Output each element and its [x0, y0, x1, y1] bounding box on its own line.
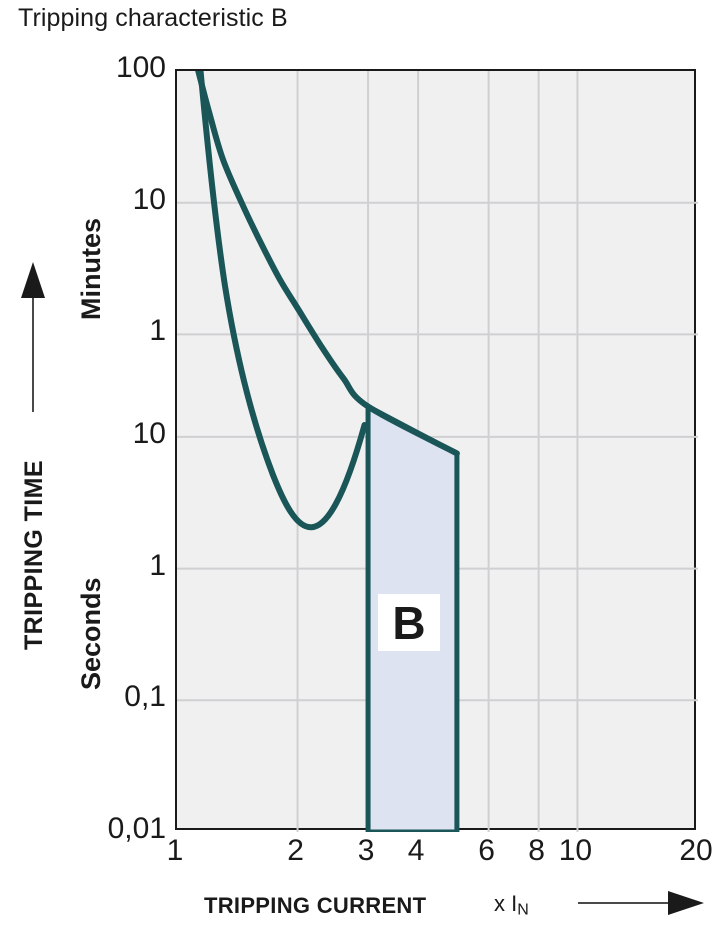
band-label-text: B	[392, 596, 426, 649]
x-tick-label: 1	[166, 834, 184, 867]
y-tick-label: 1	[149, 548, 166, 582]
y-tick-label: 0,1	[124, 680, 166, 714]
thermal-curve-path	[195, 71, 460, 457]
x-axis-unit-subscript: N	[517, 901, 529, 919]
y-axis-arrow-icon	[21, 262, 45, 412]
y-axis-ticks: 100 10 1 10 1 0,1 0,01	[0, 0, 166, 938]
x-axis-title: TRIPPING CURRENT	[204, 893, 427, 918]
chart-svg	[177, 71, 698, 832]
x-axis-arrow-icon	[578, 891, 704, 915]
chart-plot-area	[175, 69, 698, 832]
tripping-curve	[197, 71, 368, 531]
x-tick-label: 6	[478, 834, 495, 867]
x-axis-ticks: 1 2 3 4 6 8 10 20	[0, 836, 720, 882]
band-label: B	[378, 594, 440, 651]
x-axis-unit: x IN	[494, 893, 529, 919]
x-tick-label: 10	[558, 834, 593, 867]
x-axis-unit-symbol: I	[511, 891, 518, 916]
tripping-curve-overlay	[195, 71, 460, 457]
y-tick-label: 0,01	[107, 812, 166, 845]
x-tick-label: 3	[357, 834, 375, 867]
y-tick-label: 10	[132, 416, 166, 450]
y-tick-label: 10	[132, 182, 166, 216]
y-tick-label: 100	[115, 51, 166, 84]
y-tick-label: 1	[149, 314, 166, 348]
x-tick-label: 2	[287, 834, 304, 867]
x-tick-label: 8	[528, 834, 545, 867]
x-axis-unit-prefix: x	[494, 891, 505, 916]
x-tick-label: 4	[407, 834, 425, 867]
page-title: Tripping characteristic B	[18, 4, 288, 32]
x-tick-label: 20	[679, 834, 713, 867]
